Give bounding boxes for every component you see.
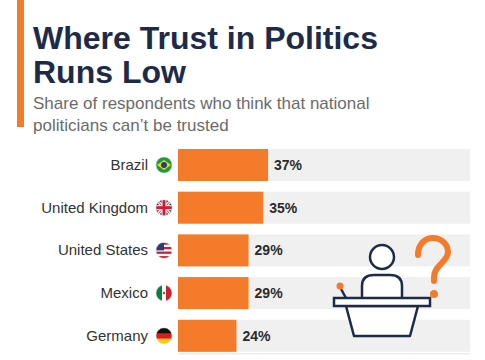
- flag: [156, 200, 172, 216]
- flag-part: [156, 200, 172, 216]
- bar: [178, 192, 263, 224]
- microphone: [341, 289, 346, 298]
- category-label: United Kingdom: [41, 199, 148, 216]
- flag-ring: [156, 200, 172, 216]
- person-head: [370, 245, 394, 269]
- flag-ring: [156, 285, 172, 301]
- flag-part: [156, 242, 172, 258]
- track: [178, 192, 470, 224]
- flag: [156, 285, 172, 301]
- flag-part: [163, 292, 166, 295]
- labels: 37% Brazil 35% United Kingdom 29% United Stat…: [41, 156, 302, 344]
- flag-part: [156, 334, 172, 339]
- podium-base: [346, 306, 418, 336]
- flag: [156, 157, 172, 173]
- podium-top: [334, 298, 430, 306]
- data-label: 35%: [269, 200, 298, 216]
- flag-part: [156, 200, 172, 216]
- axis-line: [178, 353, 470, 354]
- flag-part: [156, 200, 172, 216]
- flag: [156, 242, 172, 258]
- bar: [178, 277, 249, 309]
- data-label: 24%: [242, 328, 271, 344]
- track: [178, 277, 470, 309]
- flag-part: [162, 285, 166, 301]
- flag-part: [166, 285, 172, 301]
- category-label: Brazil: [110, 156, 148, 173]
- chart: Where Trust in PoliticsRuns LowShare of …: [0, 0, 485, 360]
- track: [178, 149, 470, 181]
- data-label: 29%: [255, 285, 284, 301]
- category-label: United States: [58, 241, 148, 258]
- flag-part: [156, 252, 172, 254]
- flag-ring: [156, 242, 172, 258]
- flag-ring: [156, 328, 172, 344]
- flag-part: [156, 157, 172, 173]
- illustration: [334, 238, 448, 336]
- bar: [178, 149, 268, 181]
- bar: [178, 320, 236, 352]
- category-label: Germany: [86, 327, 148, 344]
- flag-part: [161, 162, 167, 168]
- flag-part: [157, 160, 171, 170]
- question-dot: [430, 290, 438, 298]
- bar: [178, 234, 249, 266]
- microphone-head: [337, 283, 344, 290]
- flag-part: [156, 285, 162, 301]
- title: Where Trust in PoliticsRuns Low: [33, 20, 378, 90]
- data-label: 29%: [255, 242, 284, 258]
- category-label: Mexico: [100, 284, 148, 301]
- accent-bar: [17, 0, 24, 127]
- subtitle: Share of respondents who think that nati…: [33, 94, 369, 135]
- flag-part: [156, 200, 172, 216]
- flag: [156, 328, 172, 344]
- track: [178, 320, 470, 352]
- flag-part: [163, 200, 166, 216]
- tracks: [178, 149, 470, 352]
- flag-part: [156, 328, 172, 334]
- data-label: 37%: [274, 157, 303, 173]
- flag-part: [156, 200, 172, 216]
- flag-ring: [156, 157, 172, 173]
- question-mark: [418, 238, 448, 281]
